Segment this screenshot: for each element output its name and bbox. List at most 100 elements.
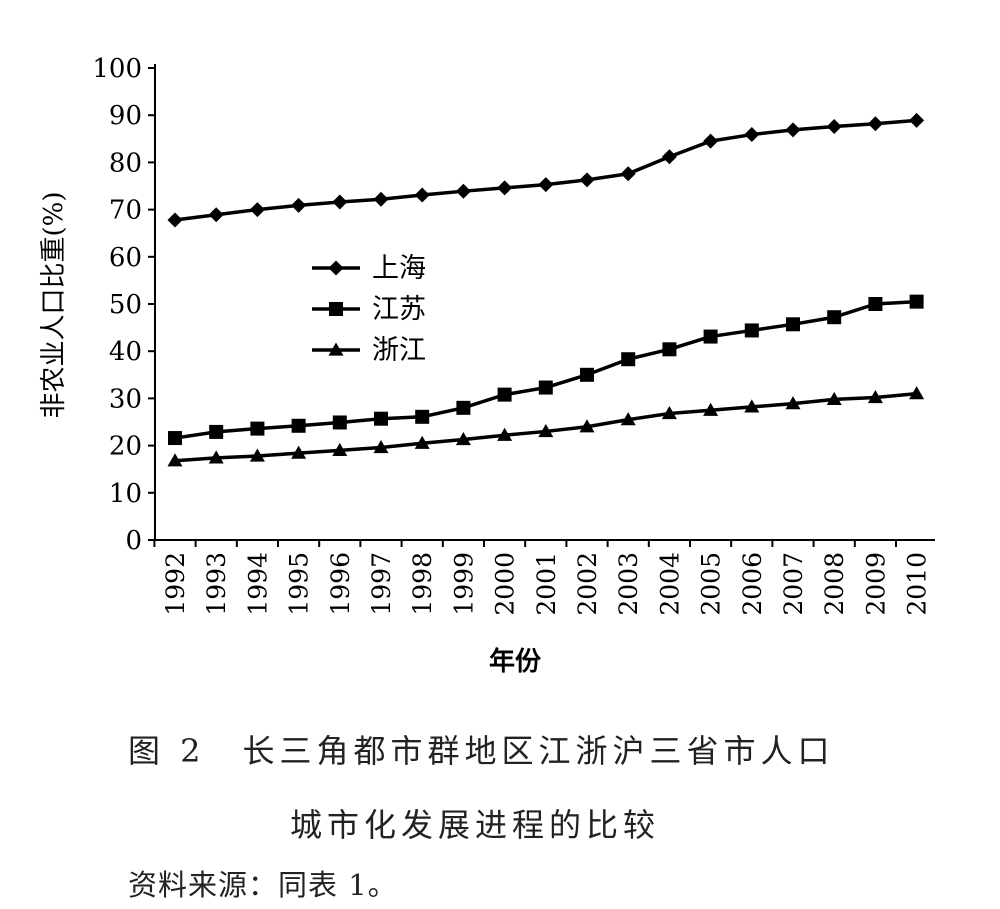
data-point <box>209 424 224 439</box>
data-point <box>785 396 801 410</box>
data-point <box>867 116 883 132</box>
data-point <box>579 172 595 188</box>
data-point <box>662 342 677 357</box>
data-point <box>744 127 760 143</box>
data-point <box>168 431 182 446</box>
data-point <box>332 194 348 210</box>
data-point <box>374 411 388 426</box>
line-chart: 0 10 20 30 40 50 60 70 80 90 100 1992 1993 1994 1995 19… <box>39 54 935 677</box>
data-source-note: 资料来源：同表 1。 <box>128 868 398 902</box>
data-point <box>703 133 719 149</box>
data-point <box>538 177 554 193</box>
data-point <box>208 450 224 464</box>
data-point <box>786 317 800 332</box>
data-point <box>332 415 347 430</box>
data-point <box>909 112 925 128</box>
x-tick-label: 2005 <box>697 552 726 616</box>
data-point <box>661 406 677 420</box>
data-point <box>703 402 719 416</box>
data-point <box>332 442 348 456</box>
data-point <box>909 294 924 309</box>
data-point <box>249 448 265 462</box>
data-point <box>497 180 513 196</box>
data-point <box>497 427 513 441</box>
x-tick-label: 1998 <box>408 552 437 616</box>
x-tick-label: 1997 <box>367 552 396 616</box>
data-point <box>744 399 760 413</box>
data-point <box>621 352 636 367</box>
data-point <box>208 207 224 223</box>
data-point <box>909 386 925 400</box>
x-tick-label: 1992 <box>161 552 190 616</box>
data-point <box>414 435 430 449</box>
y-tick-label: 50 <box>109 290 142 320</box>
data-point <box>167 453 183 467</box>
x-tick-label: 2006 <box>738 552 767 616</box>
legend-item: 浙江 <box>312 335 426 366</box>
y-tick-label: 0 <box>125 526 142 556</box>
legend-marker <box>328 260 344 276</box>
axes: 0 10 20 30 40 50 60 70 80 90 100 1992 1993 1994 1995 19… <box>92 54 935 616</box>
data-point <box>538 380 553 395</box>
data-point <box>249 202 265 218</box>
legend-label: 浙江 <box>372 335 426 366</box>
legend-item: 上海 <box>312 253 426 284</box>
y-tick-label: 30 <box>109 384 142 414</box>
data-point <box>785 122 801 138</box>
y-tick-label: 80 <box>109 148 142 178</box>
y-tick-label: 20 <box>109 432 142 462</box>
x-tick-label: 2009 <box>861 552 890 616</box>
x-tick-label: 1995 <box>285 552 314 616</box>
data-point <box>455 183 471 199</box>
data-point <box>373 191 389 207</box>
legend-label: 江苏 <box>372 294 426 325</box>
data-point <box>291 197 307 213</box>
series-triangle <box>167 386 925 467</box>
x-tick-label: 1999 <box>449 552 478 616</box>
x-tick-label: 1994 <box>243 552 272 616</box>
legend-item: 江苏 <box>312 294 426 325</box>
data-point <box>826 119 842 135</box>
data-point <box>373 439 389 454</box>
data-point <box>703 329 718 344</box>
series-layer <box>167 112 925 467</box>
data-point <box>250 421 265 436</box>
figure-caption-line-1: 图 2 长三角都市群地区江浙沪三省市人口 <box>128 732 835 770</box>
legend-label: 上海 <box>372 253 426 284</box>
data-point <box>414 187 430 203</box>
x-tick-label: 2000 <box>491 552 520 616</box>
x-tick-label: 2010 <box>903 552 932 616</box>
data-point <box>579 419 595 433</box>
x-tick-label: 2008 <box>820 552 849 616</box>
data-point <box>580 367 594 382</box>
x-tick-label: 2004 <box>655 552 684 616</box>
data-point <box>827 310 842 325</box>
data-point <box>661 149 677 165</box>
y-tick-label: 10 <box>109 479 142 509</box>
data-point <box>538 423 554 438</box>
x-tick-label: 1996 <box>326 552 355 616</box>
data-point <box>456 400 471 415</box>
y-axis-label: 非农业人口比重(%) <box>39 192 69 419</box>
data-point <box>291 418 306 433</box>
data-point <box>291 445 307 459</box>
data-point <box>497 387 512 402</box>
y-tick-label: 40 <box>109 337 142 367</box>
data-point <box>620 412 636 426</box>
data-point <box>455 431 471 446</box>
data-point <box>868 297 883 311</box>
x-tick-label: 2002 <box>573 552 602 616</box>
x-tick-label: 2003 <box>614 552 643 616</box>
data-point <box>826 391 842 405</box>
data-point <box>867 389 883 404</box>
data-point <box>415 409 430 424</box>
y-tick-label: 90 <box>109 101 142 131</box>
series-diamond <box>167 112 925 228</box>
series-line <box>174 118 917 222</box>
legend-marker <box>328 342 344 356</box>
y-tick-label: 100 <box>92 54 142 84</box>
x-tick-label: 2001 <box>532 552 561 616</box>
data-point <box>744 323 759 338</box>
figure-caption-line-2: 城市化发展进程的比较 <box>290 806 661 844</box>
